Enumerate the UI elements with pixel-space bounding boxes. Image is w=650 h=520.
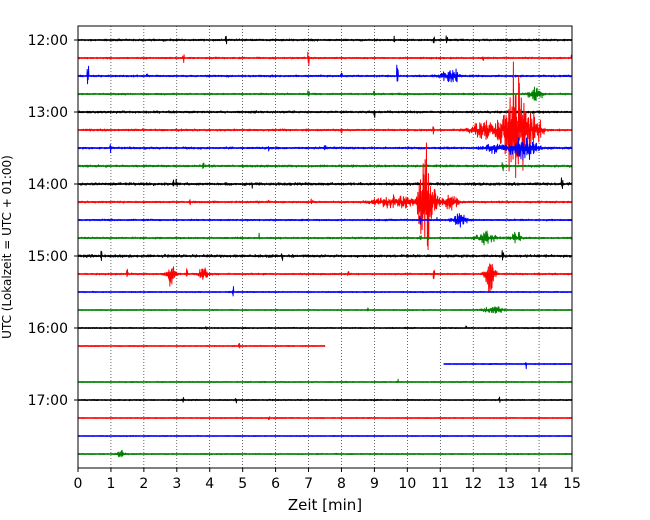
y-tick-label: 17:00	[28, 393, 68, 409]
x-tick-label: 11	[431, 476, 449, 492]
x-tick-label: 5	[238, 476, 247, 492]
y-tick-label: 13:00	[28, 105, 68, 121]
x-tick-label: 2	[139, 476, 148, 492]
x-tick-label: 9	[370, 476, 379, 492]
y-tick-label: 14:00	[28, 177, 68, 193]
x-tick-label: 14	[530, 476, 548, 492]
y-axis-ticks: 12:00 13:00 14:00 15:00 16:00 17:00	[28, 33, 78, 409]
trace-1230	[77, 64, 573, 85]
x-tick-label: 15	[563, 476, 581, 492]
trace-1330	[77, 137, 573, 161]
x-tick-label: 3	[172, 476, 181, 492]
x-tick-label: 0	[74, 476, 83, 492]
x-axis-label: Zeit [min]	[288, 496, 362, 514]
x-tick-label: 7	[304, 476, 313, 492]
trace-1215	[77, 51, 573, 67]
seismogram-traces	[77, 35, 573, 458]
plot-frame	[77, 25, 573, 469]
x-tick-label: 1	[106, 476, 115, 492]
x-tick-label: 4	[205, 476, 214, 492]
x-tick-label: 10	[398, 476, 416, 492]
x-tick-label: 8	[337, 476, 346, 492]
y-tick-label: 15:00	[28, 249, 68, 265]
x-tick-label: 13	[497, 476, 515, 492]
trace-1315	[77, 61, 573, 179]
x-axis-ticks: 0 1 2 3 4 5 6 7 8 9 10 11 12 13 14 15	[74, 468, 581, 492]
vertical-grid	[110, 26, 540, 468]
x-tick-label: 12	[464, 476, 482, 492]
x-tick-label: 6	[271, 476, 280, 492]
trace-1515	[77, 263, 573, 293]
trace-1400	[77, 177, 573, 190]
trace-1415	[77, 142, 573, 251]
y-axis-label: UTC (Lokalzeit = UTC + 01:00)	[0, 155, 14, 339]
y-tick-label: 12:00	[28, 33, 68, 49]
y-tick-label: 16:00	[28, 321, 68, 337]
